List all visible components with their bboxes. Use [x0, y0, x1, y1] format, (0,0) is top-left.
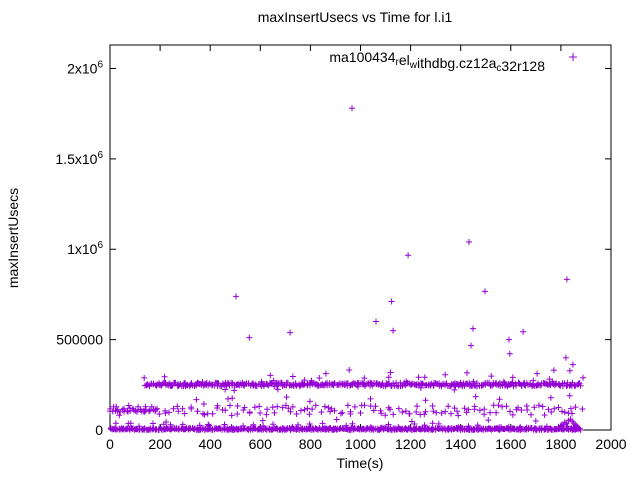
- x-tick-label: 1000: [345, 436, 376, 452]
- scatter-plus-markers: [107, 105, 586, 433]
- y-axis-ticks: 0 500000 1x106 1.5x106 2x106: [55, 59, 611, 438]
- x-tick-label: 800: [299, 436, 323, 452]
- x-tick-label: 1400: [445, 436, 476, 452]
- legend-label: ma100434relwithdbg.cz12ac32r128: [329, 49, 545, 74]
- y-tick-label: 0: [95, 422, 103, 438]
- data-points: [107, 105, 586, 433]
- y-tick-label: 500000: [56, 332, 103, 348]
- x-tick-label: 1200: [395, 436, 426, 452]
- chart-title: maxInsertUsecs vs Time for l.i1: [258, 9, 453, 25]
- x-tick-label: 1800: [545, 436, 576, 452]
- y-tick-label: 1x106: [67, 240, 103, 257]
- plot-border: [109, 44, 612, 431]
- x-tick-label: 0: [106, 436, 114, 452]
- y-axis-label: maxInsertUsecs: [5, 188, 21, 288]
- y-tick-label: 2x106: [67, 59, 103, 76]
- x-tick-label: 1600: [495, 436, 526, 452]
- x-tick-label: 2000: [595, 436, 626, 452]
- legend-plus-marker-icon: [569, 53, 577, 61]
- x-tick-label: 400: [199, 436, 223, 452]
- y-tick-label: 1.5x106: [55, 150, 103, 167]
- x-axis-ticks: 0 200 400 600 800 1000 1200 1400 1600 1800 2000: [106, 45, 627, 452]
- legend: ma100434relwithdbg.cz12ac32r128: [329, 49, 577, 74]
- x-tick-label: 600: [249, 436, 273, 452]
- x-tick-label: 200: [148, 436, 172, 452]
- x-axis-label: Time(s): [337, 455, 384, 471]
